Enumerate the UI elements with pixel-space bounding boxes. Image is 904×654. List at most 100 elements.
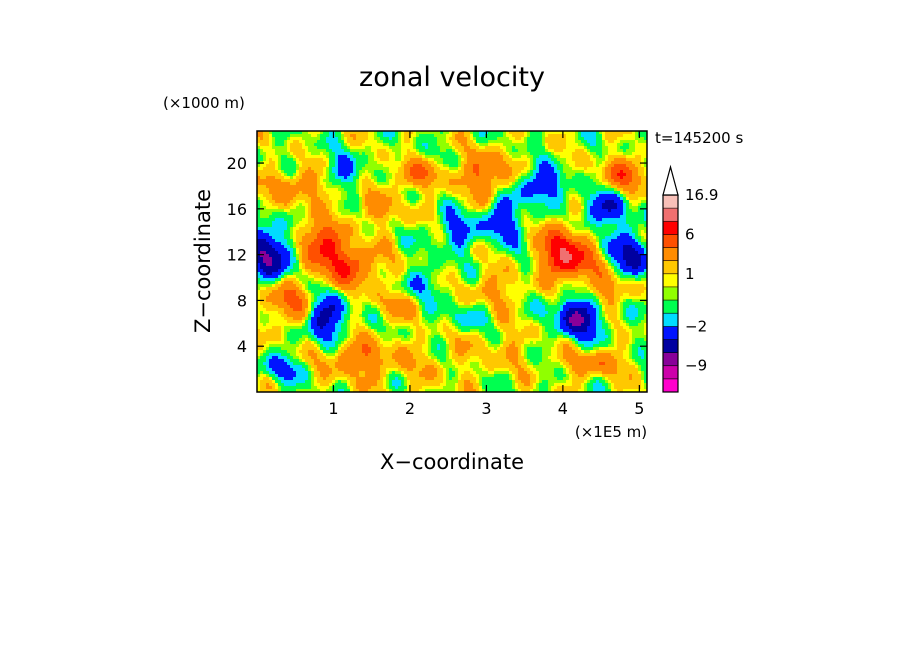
heatmap-cell (515, 170, 519, 174)
heatmap-cell (644, 131, 647, 135)
heatmap-cell (518, 146, 522, 150)
heatmap-cell (575, 182, 579, 186)
heatmap-cell (614, 161, 618, 165)
heatmap-cell (425, 140, 429, 144)
heatmap-cell (623, 179, 627, 183)
heatmap-cell (587, 164, 591, 168)
heatmap-cell (437, 182, 441, 186)
heatmap-cell (569, 176, 573, 180)
heatmap-cell (305, 155, 309, 159)
heatmap-cell (440, 176, 444, 180)
heatmap-cell (290, 137, 294, 141)
heatmap-cell (455, 140, 459, 144)
heatmap-cell (311, 140, 315, 144)
heatmap-cell (356, 140, 360, 144)
heatmap-cell (320, 209, 324, 213)
heatmap-cell (500, 206, 504, 210)
heatmap-cell (527, 143, 531, 147)
heatmap-cell (593, 206, 597, 210)
heatmap-cell (320, 134, 324, 138)
heatmap-cell (641, 176, 645, 180)
heatmap-cell (566, 167, 570, 171)
heatmap-cell (533, 200, 537, 204)
heatmap-cell (539, 182, 543, 186)
heatmap-cell (476, 167, 480, 171)
heatmap-cell (536, 203, 540, 207)
heatmap-cell (488, 173, 492, 177)
heatmap-cell (371, 185, 375, 189)
heatmap-cell (263, 209, 267, 213)
heatmap-cell (449, 179, 453, 183)
heatmap-cell (530, 167, 534, 171)
heatmap-cell (443, 191, 447, 195)
heatmap-cell (317, 140, 321, 144)
heatmap-cell (509, 203, 513, 207)
heatmap-cell (605, 152, 609, 156)
heatmap-cell (422, 179, 426, 183)
heatmap-cell (482, 146, 486, 150)
heatmap-cell (548, 146, 552, 150)
heatmap-cell (347, 176, 351, 180)
heatmap-cell (326, 170, 330, 174)
heatmap-cell (266, 152, 270, 156)
heatmap-cell (272, 200, 276, 204)
heatmap-cell (308, 146, 312, 150)
heatmap-cell (551, 209, 555, 213)
heatmap-cell (314, 212, 318, 216)
heatmap-cell (296, 176, 300, 180)
heatmap-cell (608, 152, 612, 156)
heatmap-cell (545, 176, 549, 180)
heatmap-cell (644, 146, 647, 150)
heatmap-cell (503, 155, 507, 159)
heatmap-cell (260, 137, 264, 141)
heatmap-cell (608, 140, 612, 144)
heatmap-cell (335, 209, 339, 213)
heatmap-cell (626, 179, 630, 183)
heatmap-cell (278, 194, 282, 198)
heatmap-cell (332, 206, 336, 210)
heatmap-cell (278, 164, 282, 168)
heatmap-cell (554, 206, 558, 210)
heatmap-cell (314, 164, 318, 168)
heatmap-cell (455, 197, 459, 201)
heatmap-cell (635, 206, 639, 210)
heatmap-cell (458, 179, 462, 183)
heatmap-cell (419, 182, 423, 186)
heatmap-cell (602, 191, 606, 195)
heatmap-cell (608, 137, 612, 141)
heatmap-cell (461, 152, 465, 156)
heatmap-cell (353, 185, 357, 189)
heatmap-cell (563, 149, 567, 153)
heatmap-cell (578, 143, 582, 147)
heatmap-cell (590, 194, 594, 198)
heatmap-cell (488, 212, 492, 216)
heatmap-cell (422, 170, 426, 174)
heatmap-cell (470, 179, 474, 183)
heatmap-cell (584, 173, 588, 177)
heatmap-cell (305, 170, 309, 174)
heatmap-cell (569, 200, 573, 204)
heatmap-cell (491, 134, 495, 138)
heatmap-cell (401, 161, 405, 165)
heatmap-cell (551, 158, 555, 162)
heatmap-cell (488, 185, 492, 189)
heatmap-cell (539, 158, 543, 162)
heatmap-cell (428, 140, 432, 144)
heatmap-cell (359, 170, 363, 174)
heatmap-cell (437, 161, 441, 165)
heatmap-cell (374, 149, 378, 153)
heatmap-cell (314, 134, 318, 138)
heatmap-cell (623, 146, 627, 150)
heatmap-cell (482, 209, 486, 213)
heatmap-cell (461, 203, 465, 207)
heatmap-cell (560, 158, 564, 162)
heatmap-cell (485, 176, 489, 180)
heatmap-cell (278, 182, 282, 186)
heatmap-cell (275, 155, 279, 159)
heatmap-cell (635, 188, 639, 192)
heatmap-cell (629, 194, 633, 198)
heatmap-cell (296, 188, 300, 192)
heatmap-cell (299, 173, 303, 177)
heatmap-cell (602, 182, 606, 186)
heatmap-cell (269, 182, 273, 186)
